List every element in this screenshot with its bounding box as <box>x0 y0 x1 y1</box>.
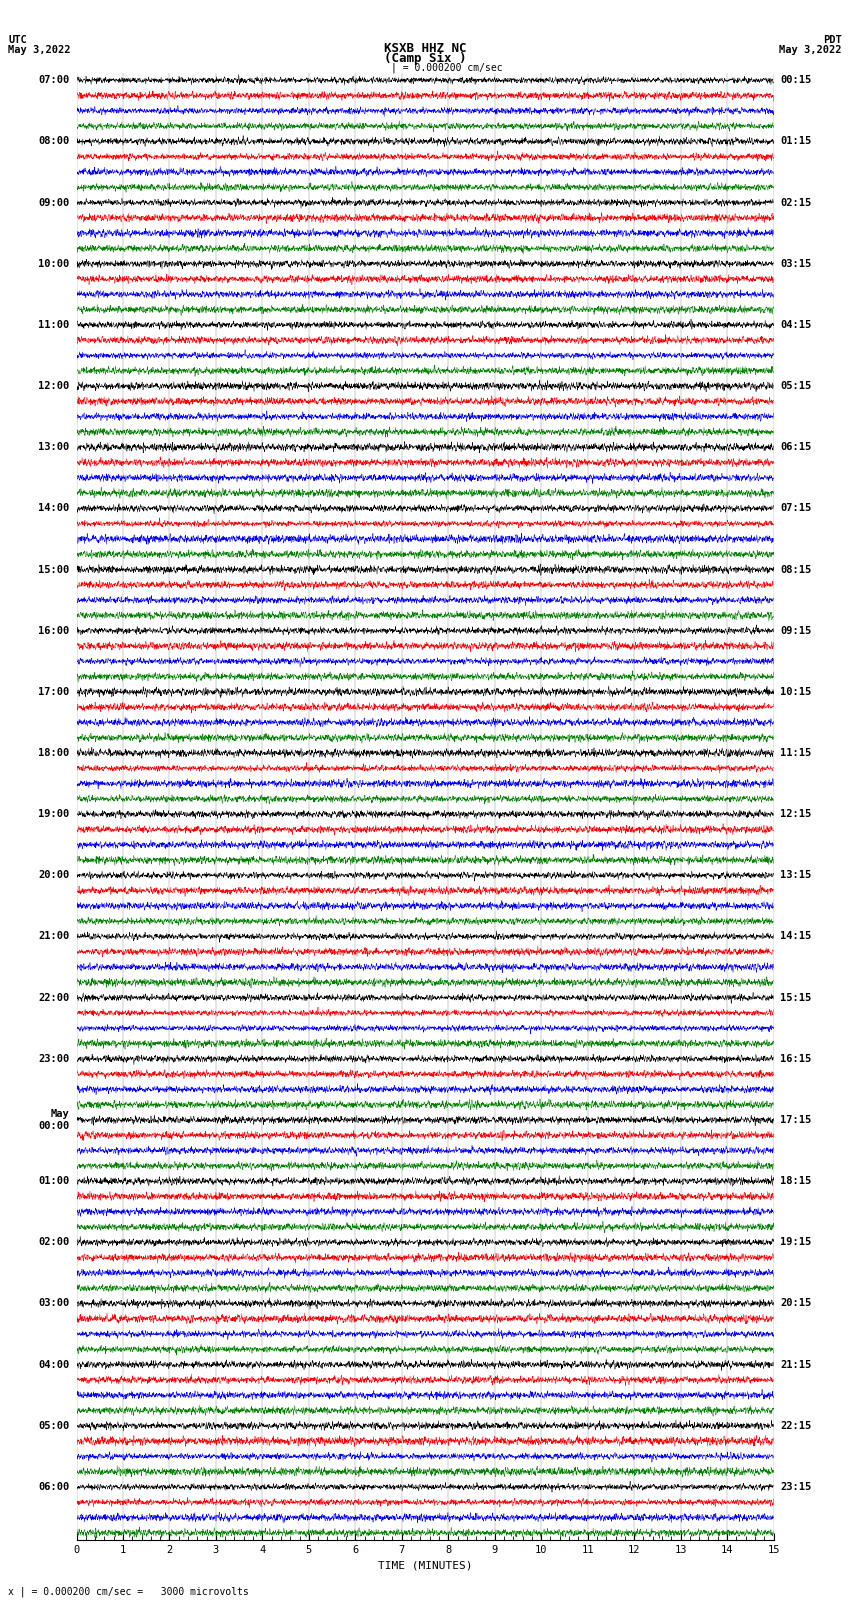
Text: 00:15: 00:15 <box>780 76 812 85</box>
Text: 18:00: 18:00 <box>38 748 70 758</box>
Text: 16:15: 16:15 <box>780 1053 812 1065</box>
Text: 21:00: 21:00 <box>38 931 70 942</box>
Text: 12:00: 12:00 <box>38 381 70 390</box>
Text: 10:15: 10:15 <box>780 687 812 697</box>
Text: 14:15: 14:15 <box>780 931 812 942</box>
Text: 17:00: 17:00 <box>38 687 70 697</box>
Text: 23:15: 23:15 <box>780 1482 812 1492</box>
Text: 17:15: 17:15 <box>780 1115 812 1124</box>
Text: 18:15: 18:15 <box>780 1176 812 1186</box>
X-axis label: TIME (MINUTES): TIME (MINUTES) <box>377 1561 473 1571</box>
Text: 22:00: 22:00 <box>38 992 70 1003</box>
Text: 07:00: 07:00 <box>38 76 70 85</box>
Text: 16:00: 16:00 <box>38 626 70 636</box>
Text: 12:15: 12:15 <box>780 810 812 819</box>
Text: UTC: UTC <box>8 35 27 45</box>
Text: KSXB HHZ NC: KSXB HHZ NC <box>383 42 467 55</box>
Text: May 3,2022: May 3,2022 <box>8 45 71 55</box>
Text: 22:15: 22:15 <box>780 1421 812 1431</box>
Text: 14:00: 14:00 <box>38 503 70 513</box>
Text: 07:15: 07:15 <box>780 503 812 513</box>
Text: 19:00: 19:00 <box>38 810 70 819</box>
Text: 09:15: 09:15 <box>780 626 812 636</box>
Text: 03:15: 03:15 <box>780 258 812 269</box>
Text: 05:00: 05:00 <box>38 1421 70 1431</box>
Text: 08:00: 08:00 <box>38 137 70 147</box>
Text: 08:15: 08:15 <box>780 565 812 574</box>
Text: 13:00: 13:00 <box>38 442 70 452</box>
Text: 04:00: 04:00 <box>38 1360 70 1369</box>
Text: 23:00: 23:00 <box>38 1053 70 1065</box>
Text: 04:15: 04:15 <box>780 319 812 331</box>
Text: 15:00: 15:00 <box>38 565 70 574</box>
Text: 19:15: 19:15 <box>780 1237 812 1247</box>
Text: 15:15: 15:15 <box>780 992 812 1003</box>
Text: 20:00: 20:00 <box>38 871 70 881</box>
Text: x | = 0.000200 cm/sec =   3000 microvolts: x | = 0.000200 cm/sec = 3000 microvolts <box>8 1586 249 1597</box>
Text: 10:00: 10:00 <box>38 258 70 269</box>
Text: 01:00: 01:00 <box>38 1176 70 1186</box>
Text: May
00:00: May 00:00 <box>38 1110 70 1131</box>
Text: 13:15: 13:15 <box>780 871 812 881</box>
Text: 06:00: 06:00 <box>38 1482 70 1492</box>
Text: 09:00: 09:00 <box>38 197 70 208</box>
Text: 02:15: 02:15 <box>780 197 812 208</box>
Text: 11:00: 11:00 <box>38 319 70 331</box>
Text: 06:15: 06:15 <box>780 442 812 452</box>
Text: (Camp Six ): (Camp Six ) <box>383 52 467 65</box>
Text: 21:15: 21:15 <box>780 1360 812 1369</box>
Text: | = 0.000200 cm/sec: | = 0.000200 cm/sec <box>391 63 502 74</box>
Text: 20:15: 20:15 <box>780 1298 812 1308</box>
Text: 05:15: 05:15 <box>780 381 812 390</box>
Text: PDT: PDT <box>823 35 842 45</box>
Text: May 3,2022: May 3,2022 <box>779 45 842 55</box>
Text: 03:00: 03:00 <box>38 1298 70 1308</box>
Text: 11:15: 11:15 <box>780 748 812 758</box>
Text: 02:00: 02:00 <box>38 1237 70 1247</box>
Text: 01:15: 01:15 <box>780 137 812 147</box>
